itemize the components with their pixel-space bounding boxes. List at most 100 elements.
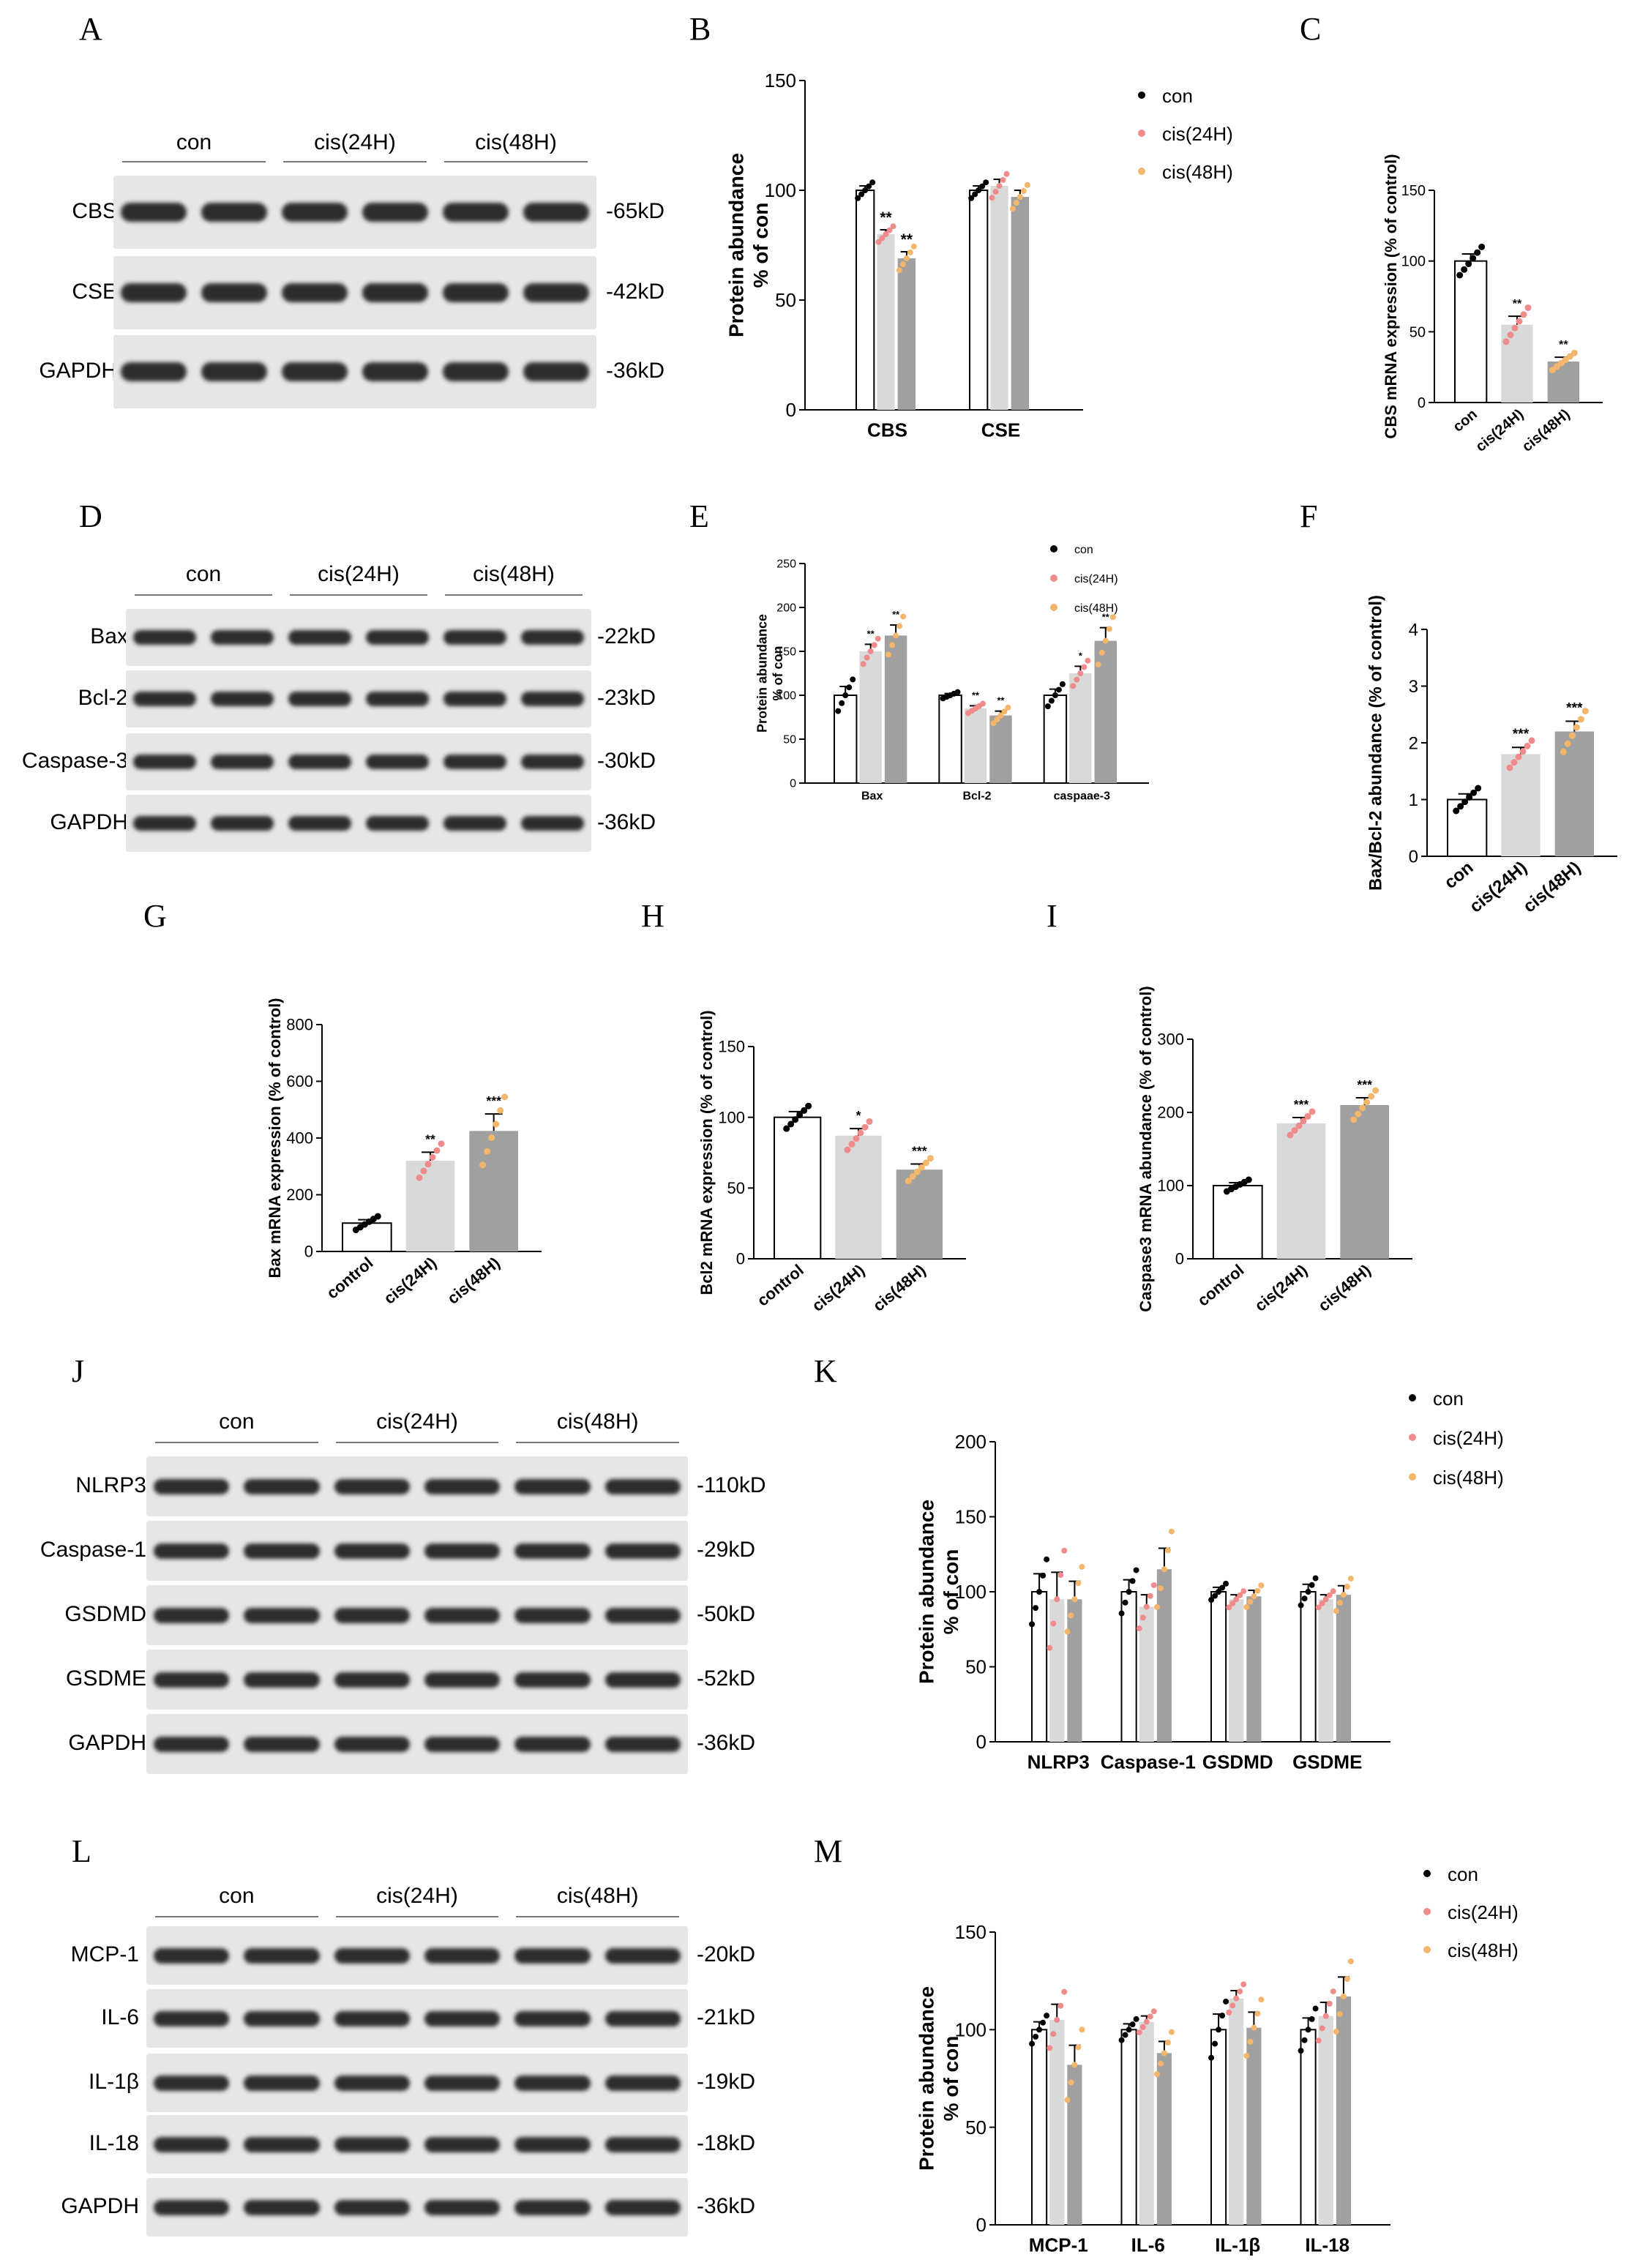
blot-strip xyxy=(146,2054,688,2112)
data-point xyxy=(1305,2026,1311,2033)
y-tick-label: 1 xyxy=(1409,790,1418,810)
blot-molecular-weight: -36kD xyxy=(597,810,656,834)
y-axis-label: Bcl2 mRNA expression (% of control) xyxy=(697,1010,716,1295)
data-point xyxy=(1247,2038,1254,2045)
blot-band xyxy=(514,1672,591,1688)
blot-band xyxy=(514,2136,591,2152)
data-point xyxy=(1319,1600,1325,1606)
blot-band xyxy=(443,203,509,222)
blot-band xyxy=(523,362,589,381)
blot-band xyxy=(366,692,429,706)
data-point xyxy=(1333,2029,1339,2035)
data-point xyxy=(857,1129,864,1137)
data-point xyxy=(866,1118,873,1125)
data-point xyxy=(855,195,861,201)
data-point xyxy=(1319,2025,1325,2032)
significance-label: * xyxy=(1079,650,1082,661)
data-point xyxy=(839,700,845,706)
data-point xyxy=(1085,657,1091,664)
y-tick-label: 0 xyxy=(790,778,796,790)
data-point xyxy=(976,187,982,193)
legend-label: cis(48H) xyxy=(1448,1939,1519,1961)
blot-molecular-weight: -52kD xyxy=(697,1666,756,1691)
blot-band xyxy=(288,692,351,706)
data-point xyxy=(374,1213,381,1220)
blot-band xyxy=(211,630,274,645)
data-point xyxy=(835,708,842,714)
legend-label: con xyxy=(1433,1388,1464,1410)
y-tick-label: 200 xyxy=(286,1186,313,1204)
data-point xyxy=(1208,1597,1215,1603)
data-point xyxy=(1243,2053,1250,2059)
data-point xyxy=(1000,176,1006,183)
data-point xyxy=(905,1178,912,1185)
blot-band xyxy=(424,1672,501,1688)
data-point xyxy=(1359,1104,1366,1112)
panel-label-j: J xyxy=(72,1353,85,1389)
data-point xyxy=(497,1107,504,1114)
data-point xyxy=(1150,2008,1157,2015)
data-point xyxy=(1208,2054,1215,2061)
blot-strip xyxy=(126,795,591,852)
data-point xyxy=(922,1159,929,1167)
blot-group-header: con xyxy=(219,1410,255,1434)
bar xyxy=(1229,1998,1244,2225)
blot-strip xyxy=(146,1585,688,1645)
data-point xyxy=(1233,1995,1240,2002)
y-tick-label: 800 xyxy=(286,1016,313,1034)
blot-molecular-weight: -65kD xyxy=(606,199,665,223)
blot-band xyxy=(521,692,584,706)
legend-marker xyxy=(1050,545,1057,553)
y-tick-label: 100 xyxy=(776,690,796,703)
blot-band xyxy=(523,283,589,302)
bar xyxy=(964,708,987,783)
bar xyxy=(1156,1569,1172,1742)
legend-marker xyxy=(1409,1434,1416,1441)
bar xyxy=(897,258,916,410)
panel-label-m: M xyxy=(814,1833,843,1869)
blot-band xyxy=(604,2199,681,2215)
data-point xyxy=(992,189,999,195)
data-point xyxy=(1139,2024,1146,2030)
blot-band xyxy=(514,2199,591,2215)
bar xyxy=(1300,1591,1317,1743)
data-point xyxy=(1095,662,1101,667)
blot-band xyxy=(604,1478,681,1494)
data-point xyxy=(1581,708,1589,715)
data-point xyxy=(954,689,961,695)
data-point xyxy=(1057,1572,1064,1579)
y-tick-label: 250 xyxy=(776,558,796,571)
significance-label: *** xyxy=(1357,1077,1372,1092)
data-point xyxy=(1040,2019,1047,2026)
significance-label: ** xyxy=(892,609,899,620)
data-point xyxy=(913,1168,921,1175)
bar xyxy=(1120,2029,1137,2226)
legend-marker xyxy=(1423,1908,1431,1915)
data-point xyxy=(1322,1596,1329,1603)
bar xyxy=(774,1116,822,1260)
data-point xyxy=(1510,759,1518,766)
blot-band xyxy=(334,2075,410,2091)
blot-band xyxy=(521,755,584,769)
data-point xyxy=(1143,2018,1150,2025)
blot-molecular-weight: -42kD xyxy=(606,280,665,304)
blot-band xyxy=(334,1736,410,1752)
panel-label-b: B xyxy=(689,11,711,47)
data-point xyxy=(858,191,865,198)
data-point xyxy=(1055,686,1062,693)
data-point xyxy=(850,676,856,683)
blot-band xyxy=(154,2075,230,2091)
y-tick-label: 200 xyxy=(1157,1104,1184,1122)
x-category-label: CSE xyxy=(981,419,1020,441)
blot-band xyxy=(282,362,348,381)
blot-band xyxy=(366,630,429,645)
data-point xyxy=(972,191,978,198)
data-point xyxy=(1118,1610,1125,1617)
y-tick-label: 50 xyxy=(783,734,796,746)
data-point xyxy=(1520,311,1527,318)
bar xyxy=(1139,1606,1154,1742)
blot-band xyxy=(514,2010,591,2026)
data-point xyxy=(900,613,907,620)
blot-band xyxy=(201,203,267,222)
bar xyxy=(1246,2027,1262,2225)
